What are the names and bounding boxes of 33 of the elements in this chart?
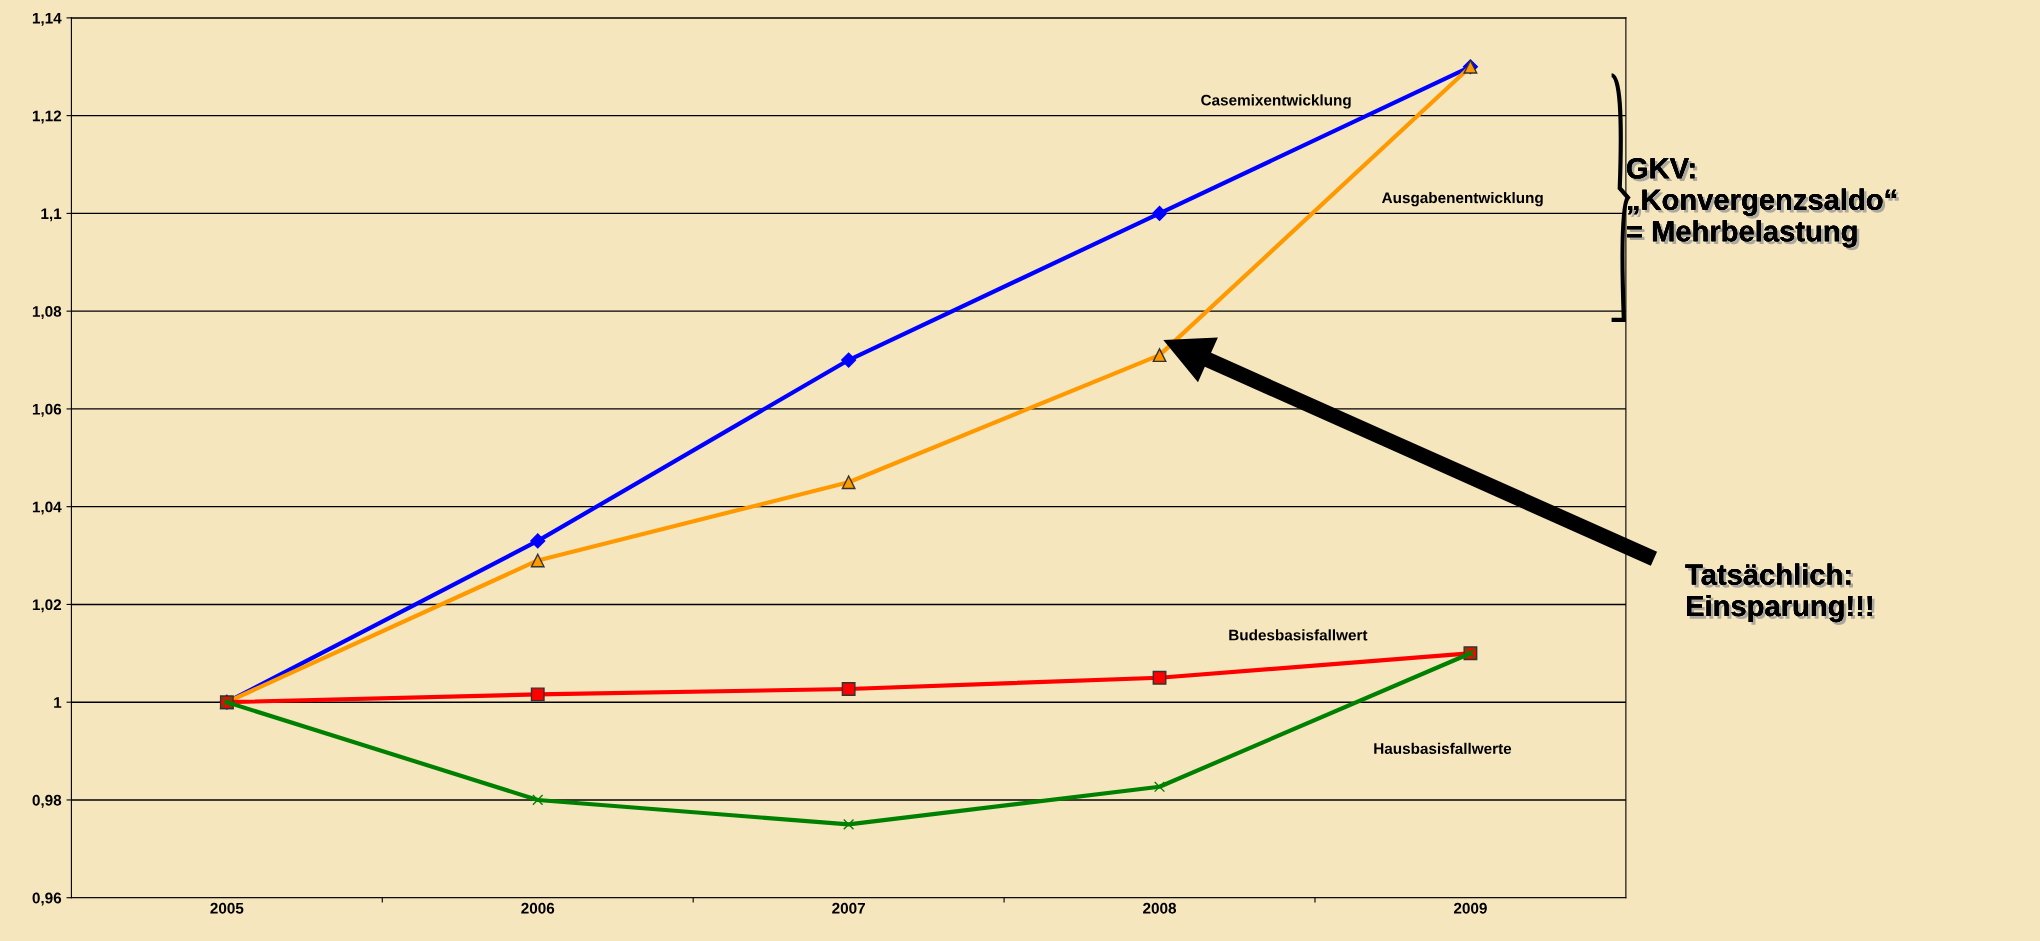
y-tick-label: 1,14 bbox=[32, 12, 62, 26]
x-tick-label: 2006 bbox=[521, 902, 555, 914]
point bbox=[841, 682, 856, 696]
y-tick-label: 1 bbox=[54, 697, 62, 708]
point bbox=[1151, 205, 1168, 221]
point bbox=[1152, 348, 1167, 363]
x-tick-label: 2008 bbox=[1143, 902, 1177, 914]
series-label: Casemixentwicklung bbox=[1201, 94, 1351, 109]
point bbox=[530, 687, 545, 702]
y-tick-label: 1,08 bbox=[32, 306, 62, 320]
text: Tatsächlich: Einsparung!!! bbox=[1685, 563, 1875, 625]
x-tick-label: 2009 bbox=[1453, 902, 1487, 914]
point bbox=[530, 533, 546, 549]
y-tick-label: 1,04 bbox=[32, 501, 62, 515]
text: Hausbasisfallwerte bbox=[1374, 742, 1512, 754]
y-tick-label: 0,96 bbox=[32, 892, 62, 906]
y-tick-label: 1,12 bbox=[32, 110, 62, 124]
y-tick-label: 1,06 bbox=[32, 403, 62, 417]
point bbox=[841, 352, 857, 368]
x-tick-label: 2007 bbox=[832, 902, 865, 914]
point bbox=[530, 553, 545, 568]
text: GKV: „Konvergenzsaldo“ = Mehrbelastung bbox=[1627, 157, 1899, 251]
series-label: Budesbasisfallwert bbox=[1229, 629, 1368, 641]
point bbox=[843, 818, 855, 830]
y-tick-label: 0,98 bbox=[32, 794, 62, 808]
x-tick-label: 2005 bbox=[210, 902, 244, 914]
y-tick-label: 1,02 bbox=[32, 599, 62, 613]
point bbox=[532, 794, 544, 806]
point bbox=[1152, 670, 1167, 685]
point bbox=[1153, 781, 1166, 793]
point bbox=[841, 475, 856, 490]
text: Ausgabenentwicklung bbox=[1381, 191, 1543, 207]
y-tick-label: 1,1 bbox=[41, 208, 62, 222]
